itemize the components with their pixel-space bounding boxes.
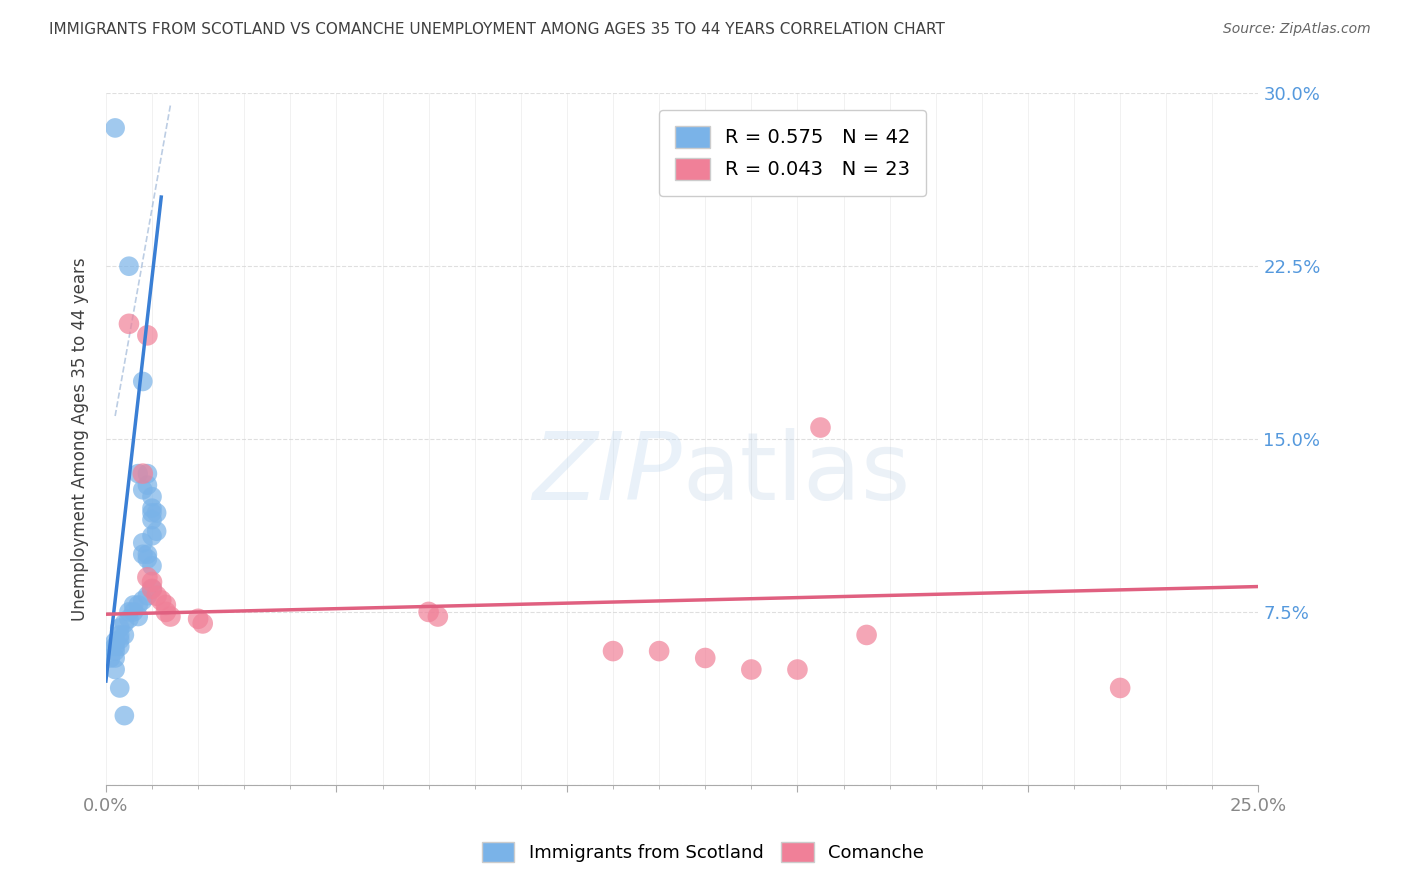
Point — [786, 663, 808, 677]
Point — [132, 483, 155, 497]
Point — [141, 529, 163, 543]
Point — [104, 120, 127, 135]
Point — [132, 467, 155, 481]
Point — [122, 598, 145, 612]
Point — [145, 524, 167, 539]
Point — [136, 467, 159, 481]
Point — [141, 574, 163, 589]
Point — [810, 420, 832, 434]
Point — [141, 506, 163, 520]
Text: ZIP: ZIP — [533, 428, 682, 519]
Point — [1109, 681, 1132, 695]
Point — [112, 708, 135, 723]
Text: IMMIGRANTS FROM SCOTLAND VS COMANCHE UNEMPLOYMENT AMONG AGES 35 TO 44 YEARS CORR: IMMIGRANTS FROM SCOTLAND VS COMANCHE UNE… — [49, 22, 945, 37]
Point — [136, 589, 159, 603]
Point — [136, 552, 159, 566]
Point — [118, 612, 141, 626]
Point — [136, 547, 159, 561]
Point — [740, 663, 762, 677]
Point — [150, 593, 173, 607]
Point — [104, 644, 127, 658]
Point — [127, 598, 149, 612]
Point — [112, 616, 135, 631]
Text: Source: ZipAtlas.com: Source: ZipAtlas.com — [1223, 22, 1371, 37]
Point — [648, 644, 671, 658]
Point — [141, 558, 163, 573]
Point — [122, 605, 145, 619]
Point — [141, 582, 163, 596]
Point — [108, 632, 131, 647]
Point — [136, 328, 159, 343]
Text: atlas: atlas — [682, 427, 911, 520]
Point — [132, 375, 155, 389]
Point — [104, 663, 127, 677]
Point — [132, 535, 155, 549]
Point — [136, 570, 159, 584]
Point — [100, 651, 122, 665]
Point — [155, 598, 177, 612]
Point — [141, 501, 163, 516]
Point — [145, 589, 167, 603]
Point — [118, 259, 141, 273]
Point — [187, 612, 209, 626]
Point — [855, 628, 877, 642]
Point — [108, 621, 131, 635]
Point — [136, 478, 159, 492]
Point — [127, 609, 149, 624]
Point — [108, 640, 131, 654]
Point — [132, 593, 155, 607]
Legend: R = 0.575   N = 42, R = 0.043   N = 23: R = 0.575 N = 42, R = 0.043 N = 23 — [659, 110, 927, 195]
Point — [145, 506, 167, 520]
Point — [426, 609, 449, 624]
Point — [418, 605, 440, 619]
Point — [695, 651, 717, 665]
Point — [112, 628, 135, 642]
Point — [159, 609, 181, 624]
Point — [602, 644, 624, 658]
Point — [191, 616, 214, 631]
Y-axis label: Unemployment Among Ages 35 to 44 years: Unemployment Among Ages 35 to 44 years — [72, 257, 89, 621]
Point — [118, 317, 141, 331]
Point — [104, 651, 127, 665]
Point — [141, 513, 163, 527]
Point — [132, 547, 155, 561]
Point — [141, 490, 163, 504]
Point — [127, 467, 149, 481]
Point — [104, 640, 127, 654]
Point — [141, 582, 163, 596]
Point — [104, 635, 127, 649]
Point — [118, 605, 141, 619]
Legend: Immigrants from Scotland, Comanche: Immigrants from Scotland, Comanche — [474, 834, 932, 870]
Point — [108, 681, 131, 695]
Point — [108, 628, 131, 642]
Point — [155, 605, 177, 619]
